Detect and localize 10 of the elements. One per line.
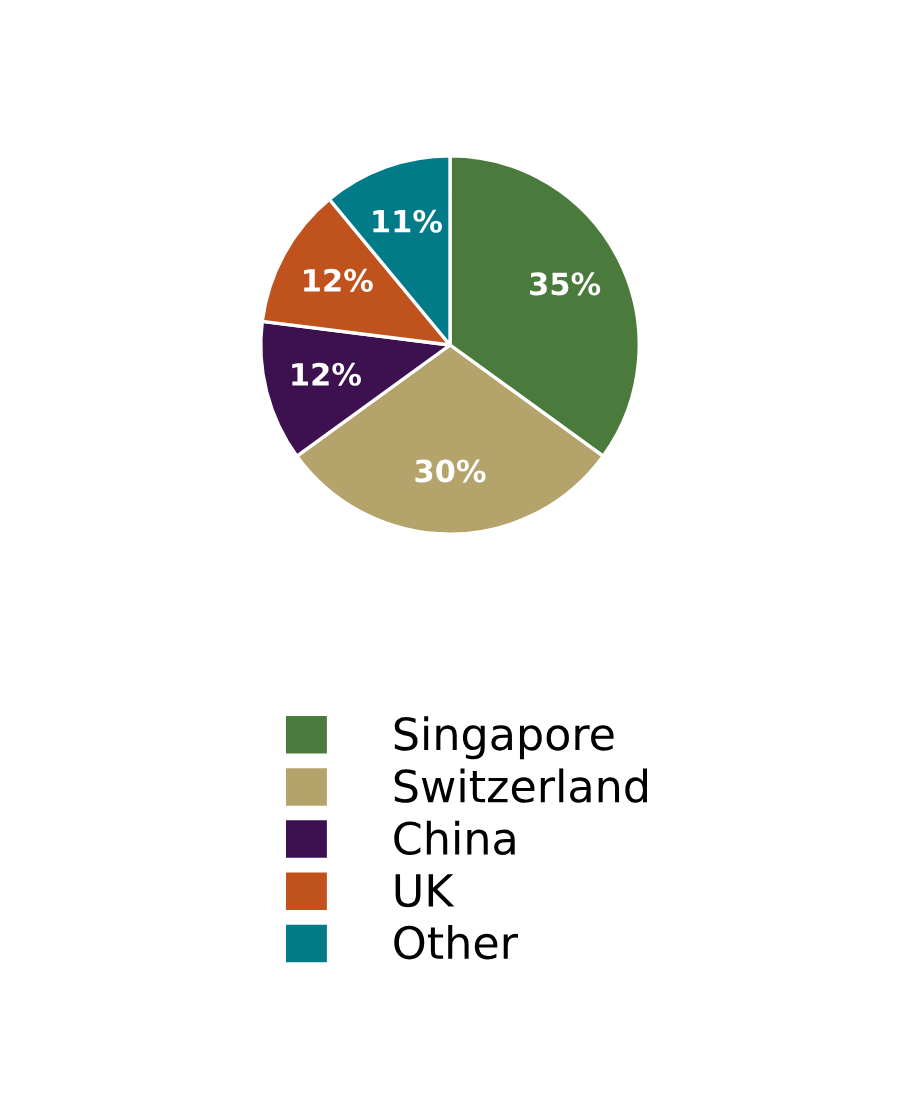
legend-label: China (394, 820, 515, 856)
data-label: 11% (373, 209, 443, 233)
data-label: 12% (304, 268, 373, 292)
legend-label: UK (395, 874, 455, 908)
data-label: 12% (292, 362, 361, 386)
legend-label: Switzerland (394, 768, 647, 803)
legend-label: Singapore (394, 716, 614, 760)
legend-label: Other (394, 924, 518, 960)
data-label: 35% (530, 272, 601, 296)
data-label: 30% (415, 459, 486, 483)
